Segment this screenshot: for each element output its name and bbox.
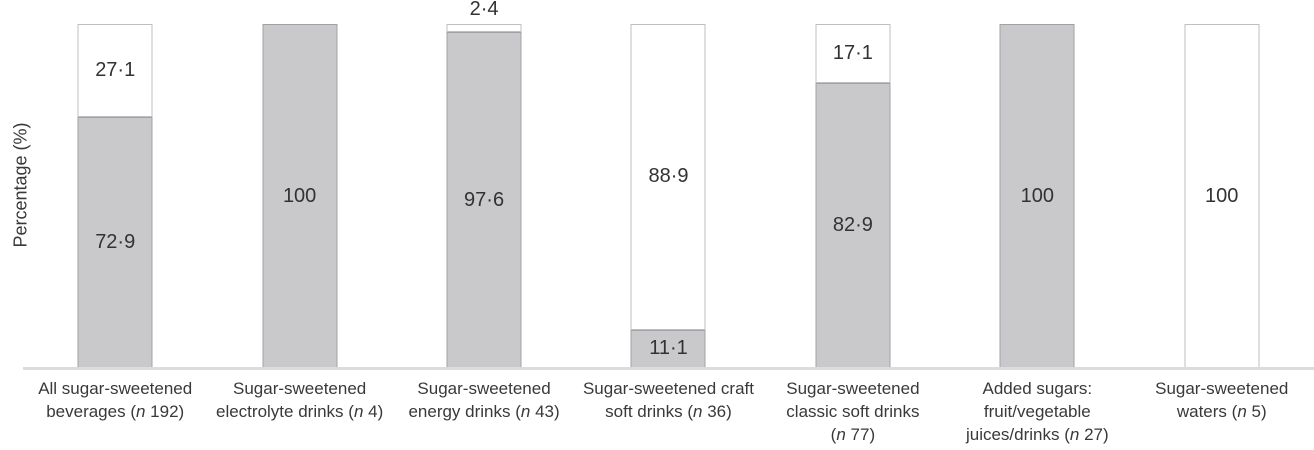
category-label: Sugar-sweetened electrolyte drinks (n 4)	[207, 377, 391, 446]
stacked-bar: 2·4 97·6	[446, 0, 522, 368]
category-label-line: soft drinks (n 36)	[605, 402, 732, 421]
stacked-bar: 88·9 11·1	[630, 24, 706, 368]
category-label: Sugar-sweetened craft soft drinks (n 36)	[576, 377, 760, 446]
stacked-bar: 100	[999, 24, 1075, 368]
stacked-bar: 27·1 72·9	[77, 24, 153, 368]
category-label-line: energy drinks (n 43)	[408, 402, 560, 421]
bar-segment-shaded: 72·9	[77, 117, 153, 368]
bar-segment-unshaded: 100	[1184, 24, 1260, 368]
bar-column: 100	[945, 24, 1129, 368]
value-label: 100	[1205, 184, 1239, 207]
bar-segment-unshaded	[446, 24, 522, 33]
category-label-line: Sugar-sweetened craft	[582, 379, 754, 398]
x-axis-line	[23, 367, 1314, 370]
category-label: Sugar-sweetened classic soft drinks (n 77)	[761, 377, 945, 446]
bar-column: 27·1 72·9	[23, 24, 207, 368]
value-label: 100	[282, 184, 317, 207]
value-label: 11·1	[649, 337, 688, 360]
category-label-line: Sugar-sweetened	[786, 379, 920, 398]
category-label-line: Sugar-sweetened	[1155, 379, 1289, 398]
stacked-bar: 100	[1184, 24, 1260, 368]
bar-segment-unshaded: 17·1	[815, 24, 891, 83]
category-label-line: waters (n 5)	[1176, 402, 1267, 421]
value-label: 82·9	[832, 213, 873, 236]
bar-segment-unshaded: 27·1	[77, 24, 153, 118]
value-label: 72·9	[95, 231, 136, 254]
category-label-line: electrolyte drinks (n 4)	[216, 402, 384, 421]
category-label-line: Sugar-sweetened	[417, 379, 551, 398]
value-label: 100	[1020, 184, 1054, 207]
value-label: 88·9	[648, 165, 689, 188]
value-label: 97·6	[464, 188, 505, 211]
bar-segment-shaded: 11·1	[630, 329, 706, 368]
category-label: All sugar-sweetened beverages (n 192)	[23, 377, 207, 446]
bar-segment-shaded: 82·9	[815, 82, 891, 368]
category-label: Sugar-sweetened energy drinks (n 43)	[392, 377, 576, 446]
category-label-line: fruit/vegetable	[983, 402, 1091, 421]
category-label-line: Added sugars:	[982, 379, 1093, 398]
category-label-line: (n 77)	[830, 425, 876, 444]
category-label: Sugar-sweetened waters (n 5)	[1130, 377, 1314, 446]
bar-column: 2·4 97·6	[392, 0, 576, 368]
value-label: 17·1	[832, 41, 873, 64]
bar-column: 88·9 11·1	[576, 24, 760, 368]
bar-column: 17·1 82·9	[761, 24, 945, 368]
bars-row: 27·1 72·9 100 2·4 97·6 88·9 11·1 17·1 82·9 100 100	[23, 0, 1314, 368]
category-labels-row: All sugar-sweetened beverages (n 192) Suga…	[23, 377, 1314, 446]
value-label: 2·4	[469, 0, 499, 20]
stacked-bar: 100	[262, 24, 338, 368]
category-label-line: All sugar-sweetened	[38, 379, 193, 398]
category-label-line: beverages (n 192)	[46, 402, 185, 421]
bar-column: 100	[207, 24, 391, 368]
category-label-line: classic soft drinks	[786, 402, 920, 421]
bar-segment-unshaded: 88·9	[630, 24, 706, 330]
bar-segment-shaded: 97·6	[446, 32, 522, 368]
stacked-bar: 17·1 82·9	[815, 24, 891, 368]
value-label: 27·1	[95, 59, 136, 82]
bar-column: 100	[1130, 24, 1314, 368]
bar-segment-shaded: 100	[262, 24, 338, 368]
category-label-line: Sugar-sweetened	[233, 379, 367, 398]
bar-segment-shaded: 100	[999, 24, 1075, 368]
category-label: Added sugars: fruit/vegetable juices/drink…	[945, 377, 1129, 446]
category-label-line: juices/drinks (n 27)	[965, 425, 1109, 444]
